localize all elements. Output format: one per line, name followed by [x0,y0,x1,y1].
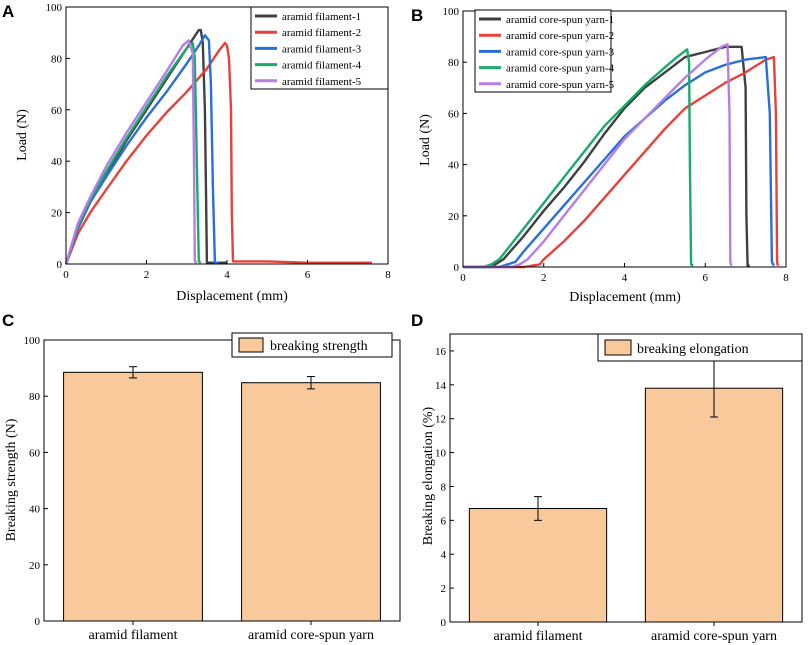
y-tick-label: 40 [448,160,460,172]
panel-b-x-ticks: 0 2 4 6 8 [460,263,789,284]
category-label-2: aramid core-spun yarn [248,628,374,643]
panel-d-category-labels: aramid filament aramid core-spun yarn [493,622,777,644]
x-tick-label: 8 [385,269,391,281]
legend-label-5: aramid core-spun yarn-5 [506,79,615,91]
panel-c-category-labels: aramid filament aramid core-spun yarn [88,621,374,643]
legend-swatch [604,339,632,356]
bar-1 [63,371,203,622]
legend-label-1: aramid filament-1 [282,11,361,23]
panel-c-plot-area [43,339,401,622]
y-tick-label: 60 [29,447,41,459]
y-tick-label: 12 [435,414,446,426]
panel-a: A 0 20 40 60 80 100 0 2 4 6 8 Displacement (mm) L… [2,2,391,304]
panel-a-x-ticks: 0 2 4 6 8 [63,260,391,281]
y-tick-label: 100 [24,335,41,347]
panel-b-y-ticks: 0 20 40 60 80 100 [443,6,467,274]
x-tick-label: 4 [224,269,230,281]
y-tick-label: 10 [435,448,447,460]
series-line-4 [463,48,694,269]
legend-label-3: aramid filament-3 [282,43,362,55]
bar-1 [468,507,608,623]
y-tick-label: 20 [51,208,63,220]
panel-c: C 0 20 40 60 80 100 aramid filament aramid cor… [2,311,401,643]
y-tick-label: 14 [435,380,447,392]
plot-frame [43,339,401,622]
series-line-5 [64,39,198,265]
y-tick-label: 0 [35,616,41,628]
y-tick-label: 6 [441,515,447,527]
panel-d-y-axis-title: Breaking elongation (%) [421,406,436,545]
x-tick-label: 2 [541,272,547,284]
y-tick-label: 80 [51,53,63,65]
y-tick-label: 0 [441,617,447,629]
panel-c-y-axis-title: Breaking strength (N) [4,418,19,541]
legend-label-1: aramid core-spun yarn-1 [506,14,614,26]
panel-a-letter: A [2,2,14,21]
panel-c-legend: breaking strength [231,332,393,358]
panel-d-legend-label: breaking elongation [637,342,749,357]
legend-label-3: aramid core-spun yarn-3 [506,46,615,58]
y-tick-label: 100 [443,6,460,18]
y-tick-label: 8 [441,481,447,493]
panel-d: D 0 2 4 6 8 10 12 14 16 aramid filament aramid co… [411,311,803,644]
panel-a-plot-area [64,6,389,265]
series-line-2 [463,55,780,269]
panel-b-y-axis-title: Load (N) [418,114,433,166]
y-tick-label: 2 [441,583,447,595]
y-tick-label: 60 [51,105,63,117]
legend-swatch [238,337,264,353]
x-tick-label: 6 [703,272,709,284]
y-tick-label: 20 [29,560,41,572]
x-tick-label: 0 [63,269,69,281]
panel-b-x-axis-title: Displacement (mm) [569,290,681,305]
y-tick-label: 0 [57,259,63,271]
y-tick-label: 40 [29,504,41,516]
y-tick-label: 80 [29,391,41,403]
y-tick-label: 4 [441,549,447,561]
panel-b-letter: B [411,6,423,25]
panel-d-legend: breaking elongation [597,333,803,362]
panel-d-y-ticks: 0 2 4 6 8 10 12 14 16 [435,346,454,629]
panel-c-letter: C [2,311,14,330]
x-tick-label: 2 [144,269,150,281]
panel-b-legend: aramid core-spun yarn-1 aramid core-spun … [474,9,615,93]
y-tick-label: 100 [46,2,63,14]
x-tick-label: 8 [783,272,789,284]
y-tick-label: 80 [448,57,460,69]
x-tick-label: 0 [460,272,466,284]
y-tick-label: 60 [448,108,460,120]
panel-b: B 0 20 40 60 80 100 0 2 4 6 8 Displacement (mm) L… [411,6,789,305]
legend-label-2: aramid filament-2 [282,27,361,39]
y-tick-label: 16 [435,346,447,358]
category-label-2: aramid core-spun yarn [651,629,777,644]
series-line-1 [64,28,227,265]
series-line-1 [463,45,750,269]
category-label-1: aramid filament [493,629,582,644]
bar-2 [241,382,381,622]
series-line-3 [64,34,219,265]
series-line-5 [463,43,733,269]
y-tick-label: 20 [448,211,460,223]
x-tick-label: 6 [305,269,311,281]
panel-a-x-axis-title: Displacement (mm) [176,289,288,304]
panel-a-legend: aramid filament-1 aramid filament-2 aramid… [250,6,389,90]
panel-a-y-axis-title: Load (N) [15,109,30,161]
panel-d-letter: D [411,311,423,330]
panel-c-y-ticks: 0 20 40 60 80 100 [24,335,48,628]
panel-c-legend-label: breaking strength [270,339,368,354]
legend-box [597,333,803,362]
category-label-1: aramid filament [88,628,177,643]
y-tick-label: 40 [51,156,63,168]
legend-label-4: aramid core-spun yarn-4 [506,63,615,75]
series-line-2 [64,41,372,265]
legend-label-2: aramid core-spun yarn-2 [506,30,614,42]
bar-2 [644,387,784,623]
y-tick-label: 0 [454,262,460,274]
legend-label-4: aramid filament-4 [282,60,362,72]
panel-a-y-ticks: 0 20 40 60 80 100 [46,2,70,271]
x-tick-label: 4 [622,272,628,284]
panel-d-plot-area [449,333,803,623]
legend-label-5: aramid filament-5 [282,76,362,88]
